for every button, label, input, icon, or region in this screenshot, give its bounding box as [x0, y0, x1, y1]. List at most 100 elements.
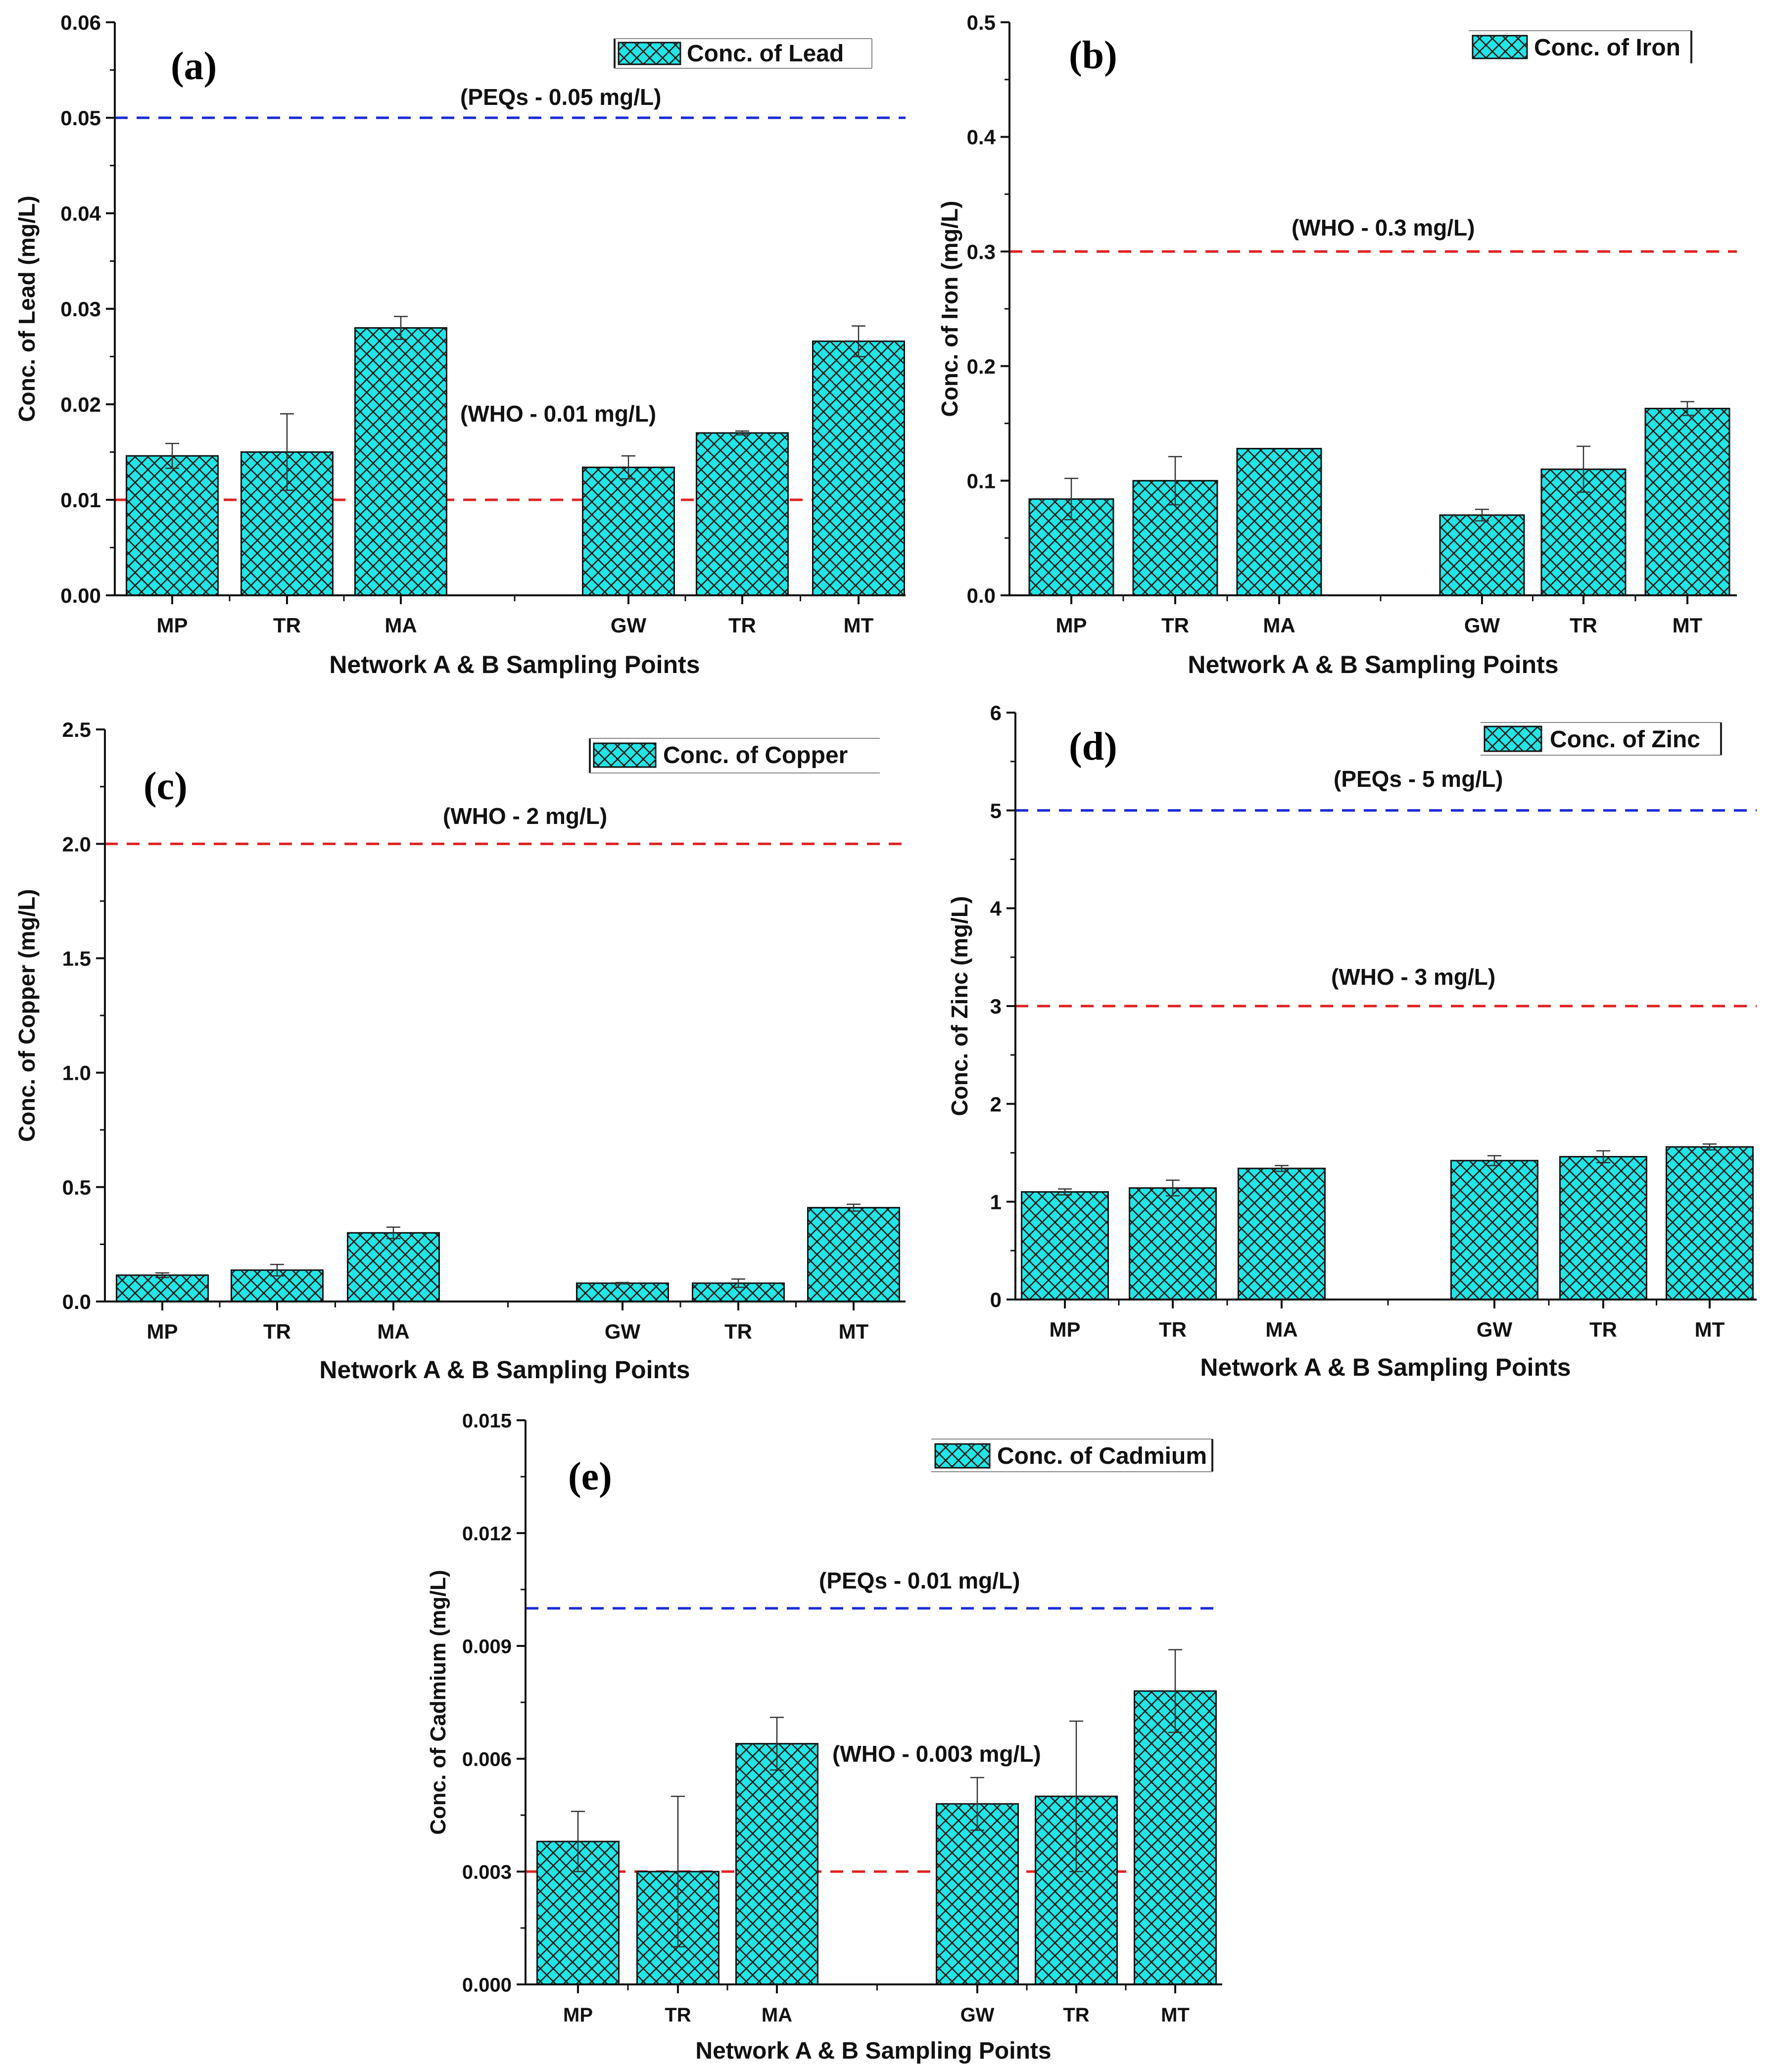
who-line-label: (WHO - 0.003 mg/L)	[832, 1741, 1041, 1767]
panel-lead: (a) (PEQs - 0.05 mg/L) (WHO - 0.01 mg/L)…	[14, 11, 906, 678]
y-tick-label: 0.03	[60, 297, 101, 321]
panel-label: (d)	[1069, 725, 1117, 769]
x-tick-label: TR	[1159, 1318, 1187, 1341]
y-tick-label: 5	[990, 799, 1002, 822]
panel-cadmium: (e) (PEQs - 0.01 mg/L) (WHO - 0.003 mg/L…	[426, 1410, 1222, 2064]
legend: Conc. of Copper	[589, 738, 880, 773]
x-axis-title: Network A & B Sampling Points	[329, 651, 700, 678]
y-tick-label: 0.1	[967, 470, 996, 493]
y-tick-label: 0	[990, 1288, 1002, 1311]
x-tick-label: MT	[1161, 2004, 1190, 2026]
x-tick-label: MP	[147, 1320, 178, 1343]
bar-hatch	[1645, 408, 1729, 595]
x-tick-label: GW	[605, 1320, 641, 1343]
x-tick-label: MT	[1673, 614, 1703, 637]
bar-hatch	[1666, 1147, 1753, 1300]
y-axis-title: Conc. of Cadmium (mg/L)	[426, 1570, 450, 1834]
bar-hatch	[1134, 1691, 1216, 1984]
y-tick-label: 0.5	[62, 1176, 91, 1199]
legend-swatch-hatch	[1485, 726, 1541, 751]
peq-line-label: (PEQs - 5 mg/L)	[1334, 766, 1503, 792]
y-tick-label: 0.0	[967, 584, 996, 607]
panel-label: (a)	[171, 45, 217, 88]
y-tick-label: 0.000	[462, 1974, 512, 1996]
x-tick-label: MT	[1695, 1318, 1725, 1341]
x-axis-title: Network A & B Sampling Points	[1188, 651, 1558, 678]
bar-hatch	[1238, 1168, 1325, 1300]
x-tick-label: GW	[960, 2004, 995, 2026]
bar-hatch	[355, 328, 447, 595]
bar-hatch	[126, 456, 218, 595]
x-tick-label: GW	[611, 614, 647, 637]
legend-label: Conc. of Zinc	[1550, 726, 1700, 753]
who-line-label: (WHO - 2 mg/L)	[443, 803, 607, 829]
y-tick-label: 1.5	[62, 947, 91, 970]
x-axis-title: Network A & B Sampling Points	[695, 2038, 1051, 2064]
y-axis-title: Conc. of Copper (mg/L)	[14, 889, 40, 1142]
x-tick-label: TR	[1161, 614, 1189, 637]
who-line-label: (WHO - 0.3 mg/L)	[1292, 215, 1475, 241]
bar-hatch	[808, 1207, 900, 1301]
y-tick-label: 0.012	[462, 1523, 512, 1544]
legend: Conc. of Iron	[1469, 30, 1692, 63]
panel-label: (b)	[1069, 34, 1117, 77]
y-tick-label: 2.0	[62, 832, 91, 856]
bar-hatch	[736, 1743, 818, 1984]
bar-hatch	[813, 341, 905, 595]
panel-label: (e)	[568, 1455, 612, 1498]
legend: Conc. of Cadmium	[931, 1439, 1213, 1472]
legend-swatch-hatch	[935, 1444, 990, 1468]
bar-hatch	[1440, 515, 1524, 595]
y-tick-label: 0.00	[60, 584, 101, 607]
y-tick-label: 0.0	[62, 1290, 91, 1313]
legend-label: Conc. of Lead	[687, 41, 844, 67]
legend: Conc. of Zinc	[1481, 722, 1722, 756]
x-tick-label: MP	[1056, 614, 1087, 637]
y-tick-label: 0.015	[462, 1410, 512, 1432]
y-tick-label: 0.05	[60, 106, 101, 130]
legend: Conc. of Lead	[614, 38, 872, 69]
bar-hatch	[1560, 1156, 1647, 1300]
panel-iron: (b) (WHO - 0.3 mg/L) Conc. of Iron 0.0 0.…	[937, 11, 1737, 678]
y-tick-label: 0.009	[462, 1636, 512, 1657]
y-tick-label: 0.5	[967, 11, 996, 34]
x-tick-label: MA	[762, 2004, 792, 2026]
y-tick-label: 0.02	[60, 393, 101, 416]
y-tick-label: 0.2	[967, 355, 996, 378]
y-tick-label: 4	[990, 897, 1002, 920]
x-tick-label: MA	[384, 614, 417, 637]
legend-swatch-hatch	[619, 43, 680, 64]
y-tick-label: 0.4	[967, 126, 996, 149]
y-axis-title: Conc. of Lead (mg/L)	[14, 195, 40, 422]
x-tick-label: MT	[839, 1320, 869, 1343]
x-tick-label: TR	[1570, 614, 1597, 637]
x-tick-label: MT	[844, 614, 874, 637]
x-tick-label: TR	[1063, 2004, 1089, 2026]
bar-hatch	[936, 1804, 1018, 1984]
x-tick-label: MA	[1263, 614, 1295, 637]
y-tick-label: 1	[990, 1190, 1002, 1213]
legend-label: Conc. of Copper	[663, 742, 848, 769]
x-tick-label: TR	[273, 614, 301, 637]
y-tick-label: 3	[990, 995, 1002, 1018]
y-tick-label: 6	[990, 701, 1002, 724]
panel-copper: (c) (WHO - 2 mg/L) Conc. of Copper 0.0 0.…	[14, 718, 906, 1384]
y-axis-title: Conc. of Zinc (mg/L)	[947, 896, 972, 1116]
y-tick-label: 0.3	[967, 240, 996, 263]
bar-hatch	[1129, 1188, 1216, 1300]
who-line-label: (WHO - 3 mg/L)	[1331, 964, 1495, 990]
who-line-label: (WHO - 0.01 mg/L)	[460, 401, 656, 427]
panel-zinc: (d) (PEQs - 5 mg/L) (WHO - 3 mg/L) Conc.…	[947, 701, 1757, 1381]
bar-hatch	[576, 1283, 669, 1301]
x-axis-title: Network A & B Sampling Points	[319, 1356, 690, 1384]
peq-line-label: (PEQs - 0.05 mg/L)	[460, 84, 661, 110]
peq-line-label: (PEQs - 0.01 mg/L)	[819, 1568, 1020, 1593]
x-tick-label: MP	[563, 2004, 593, 2026]
legend-swatch-hatch	[594, 743, 656, 767]
y-axis-title: Conc. of Iron (mg/L)	[937, 201, 962, 417]
x-tick-label: MP	[157, 614, 188, 637]
y-tick-label: 0.06	[60, 11, 101, 34]
legend-swatch-hatch	[1473, 36, 1527, 58]
y-tick-label: 0.04	[60, 202, 101, 225]
